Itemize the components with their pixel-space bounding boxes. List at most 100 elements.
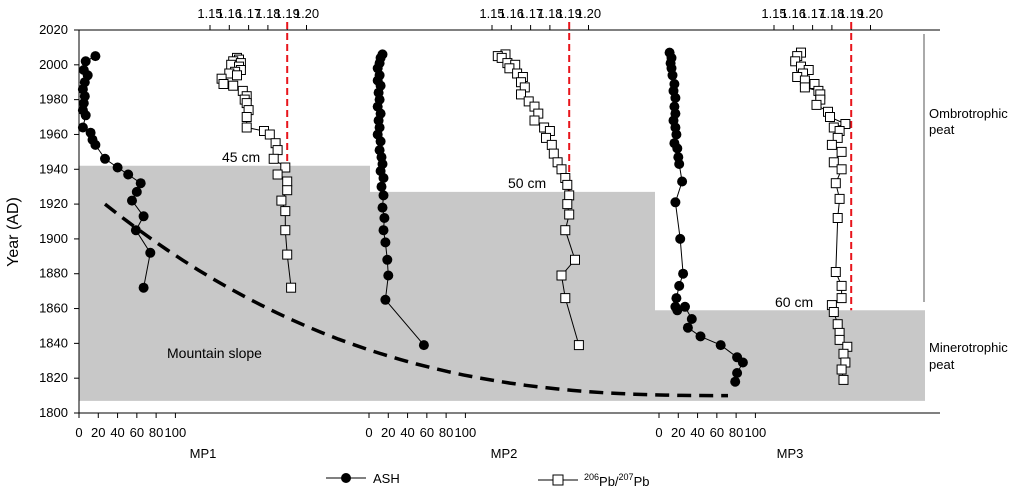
panel-name-label: MP1 xyxy=(190,446,217,461)
x-top-tick-label: 1.16 xyxy=(499,6,524,21)
ratio-point xyxy=(280,225,291,236)
ratio-point xyxy=(828,307,839,317)
y-tick-label: 2000 xyxy=(39,57,68,72)
background-layer xyxy=(79,165,925,401)
ash-point xyxy=(380,294,391,305)
ratio-point xyxy=(830,267,841,277)
y-tick-label: 1960 xyxy=(39,126,68,141)
ash-point xyxy=(376,181,387,192)
ash-point xyxy=(90,51,101,62)
x-top-tick-label: 1.17 xyxy=(518,6,543,21)
ash-point xyxy=(123,169,134,180)
ash-point xyxy=(135,178,146,189)
ash-point xyxy=(100,153,110,164)
depth-label: 45 cm xyxy=(222,149,260,165)
ratio-point xyxy=(232,70,242,81)
y-tick-label: 1940 xyxy=(39,161,68,176)
ratio-point xyxy=(811,99,822,110)
x-bottom-tick-label: 80 xyxy=(439,425,453,440)
ratio-point xyxy=(570,254,580,265)
ash-point xyxy=(670,92,681,103)
ash-point xyxy=(678,268,689,279)
ratio-point xyxy=(838,374,849,385)
ash-point xyxy=(378,173,389,183)
labels-layer: Year (AD) Mountain slope Ombrotrophic pe… xyxy=(5,106,1008,489)
x-bottom-tick-label: 0 xyxy=(365,425,372,440)
ratio-point xyxy=(280,206,291,217)
x-top-tick-label: 1.17 xyxy=(800,6,825,21)
minerotrophic-label-line1: Minerotrophic xyxy=(929,340,1008,355)
ratio-point xyxy=(828,157,839,168)
ash-point xyxy=(145,247,156,258)
x-bottom-tick-label: 60 xyxy=(130,425,144,440)
ratio-point xyxy=(268,153,279,164)
legend: ASH 206Pb/207Pb xyxy=(326,471,649,489)
ratio-point xyxy=(218,79,229,89)
ratio-point xyxy=(280,162,291,173)
ash-point xyxy=(131,186,142,197)
ratio-point xyxy=(564,209,575,220)
axes-layer: 1800 1820 1840 1860 1880 1900 1920 1940 1960 1980… xyxy=(39,6,940,440)
legend-ash-label: ASH xyxy=(373,471,400,486)
y-tick-label: 2020 xyxy=(39,22,68,37)
ash-point xyxy=(130,225,141,236)
ash-point xyxy=(686,314,697,324)
legend-ratio-label: 206Pb/207Pb xyxy=(584,472,649,489)
ash-point xyxy=(377,202,388,213)
ratio-point xyxy=(825,112,835,122)
legend-ash-marker xyxy=(341,473,351,483)
y-axis-title: Year (AD) xyxy=(5,197,22,267)
ratio-point xyxy=(838,348,849,359)
ash-point xyxy=(671,293,682,304)
x-top-tick-label: 1.15 xyxy=(479,6,504,21)
ratio-point xyxy=(790,56,801,67)
ratio-point xyxy=(541,132,551,143)
ratio-point xyxy=(282,249,293,260)
ratio-point xyxy=(548,148,559,159)
ash-point xyxy=(670,197,681,208)
legend-ratio-sup2: 207 xyxy=(619,472,634,482)
ash-point xyxy=(112,162,123,173)
x-top-tick-label: 1.20 xyxy=(576,6,601,21)
x-top-tick-label: 1.15 xyxy=(761,6,786,21)
ratio-point xyxy=(834,193,845,204)
x-bottom-tick-label: 80 xyxy=(729,425,743,440)
ash-point xyxy=(677,176,688,187)
x-top-tick-label: 1.19 xyxy=(839,6,864,21)
minerotrophic-shading xyxy=(79,165,925,401)
ratio-point xyxy=(832,213,843,223)
legend-ratio-marker xyxy=(552,474,564,486)
x-bottom-tick-label: 100 xyxy=(165,425,187,440)
ash-point xyxy=(378,225,389,236)
x-bottom-tick-label: 20 xyxy=(91,425,105,440)
ash-point xyxy=(375,136,386,147)
ratio-point xyxy=(272,169,283,180)
x-bottom-tick-label: 100 xyxy=(455,425,477,440)
x-bottom-tick-label: 60 xyxy=(710,425,724,440)
ratio-point xyxy=(516,89,526,100)
y-tick-label: 1820 xyxy=(39,370,68,385)
ratio-point xyxy=(562,199,573,210)
ratio-point xyxy=(282,185,293,196)
x-bottom-tick-label: 80 xyxy=(149,425,163,440)
ash-point xyxy=(667,70,678,81)
x-bottom-tick-label: 0 xyxy=(75,425,82,440)
ratio-point xyxy=(836,164,847,175)
data-layer xyxy=(77,22,853,398)
ratio-point xyxy=(840,119,851,129)
ash-point xyxy=(383,270,394,281)
ratio-point xyxy=(556,164,567,175)
y-tick-label: 1800 xyxy=(39,405,68,420)
x-top-tick-label: 1.18 xyxy=(255,6,280,21)
ash-point xyxy=(80,56,91,67)
x-top-tick-label: 1.17 xyxy=(236,6,261,21)
legend-ratio-end: Pb xyxy=(634,474,650,489)
ash-point xyxy=(382,254,393,265)
ratio-point xyxy=(286,282,297,293)
y-tick-label: 1860 xyxy=(39,301,68,316)
ash-point xyxy=(732,368,743,378)
ash-point xyxy=(680,301,690,312)
ombrotrophic-label-line1: Ombrotrophic xyxy=(929,106,1008,121)
legend-ratio-mid: Pb/ xyxy=(599,474,619,489)
ratio-point xyxy=(573,340,584,351)
